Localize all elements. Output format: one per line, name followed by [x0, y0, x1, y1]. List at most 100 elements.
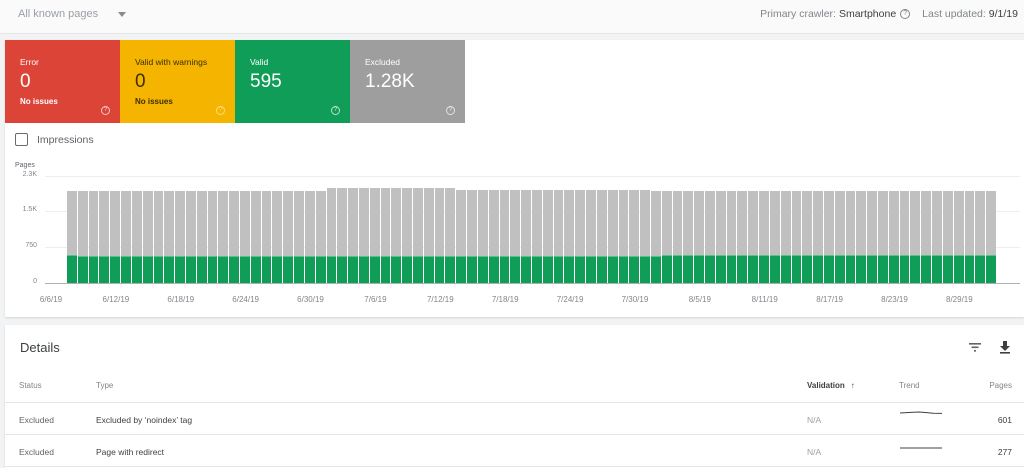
- help-icon[interactable]: ?: [331, 106, 340, 115]
- table-row[interactable]: Excluded Excluded by ‘noindex’ tag N/A 6…: [5, 403, 1024, 435]
- help-icon[interactable]: ?: [446, 106, 455, 115]
- chart-bar[interactable]: [813, 190, 823, 283]
- chart-bar[interactable]: [683, 190, 694, 283]
- chart-bar[interactable]: [586, 189, 596, 283]
- chart-bar[interactable]: [629, 189, 640, 283]
- chart-bar[interactable]: [737, 190, 748, 283]
- card-error[interactable]: Error 0 No issues ?: [5, 40, 120, 123]
- chart-bar[interactable]: [207, 190, 218, 283]
- chart-bar[interactable]: [337, 188, 348, 283]
- chart-bar[interactable]: [921, 190, 932, 283]
- chart-bar[interactable]: [823, 190, 834, 283]
- column-header-validation[interactable]: Validation ↑: [807, 381, 855, 390]
- card-valid[interactable]: Valid 595 ?: [235, 40, 350, 123]
- chart-bar[interactable]: [185, 190, 196, 283]
- chart-bar[interactable]: [456, 189, 467, 283]
- chart-bar[interactable]: [661, 190, 672, 283]
- chart-bar[interactable]: [856, 190, 867, 283]
- chart-bar[interactable]: [521, 189, 531, 283]
- chart-bar[interactable]: [402, 188, 413, 283]
- chart-bar[interactable]: [845, 190, 856, 283]
- chart-bar[interactable]: [369, 188, 380, 283]
- chart-bar[interactable]: [229, 190, 240, 283]
- chart-bar[interactable]: [164, 190, 175, 283]
- chart-bar[interactable]: [564, 189, 575, 283]
- chart-bar[interactable]: [348, 188, 358, 283]
- chart-bar[interactable]: [715, 190, 726, 283]
- chart-bar[interactable]: [110, 190, 121, 283]
- chart-bar[interactable]: [553, 189, 564, 283]
- chart-bar[interactable]: [618, 189, 629, 283]
- chart-bar[interactable]: [953, 190, 964, 283]
- chart-bar[interactable]: [726, 190, 737, 283]
- chart-bar[interactable]: [975, 190, 986, 283]
- chart-bar[interactable]: [942, 190, 953, 283]
- card-excluded[interactable]: Excluded 1.28K ?: [350, 40, 465, 123]
- chart-bar[interactable]: [932, 190, 942, 283]
- chart-bar[interactable]: [467, 189, 477, 283]
- chart-bar[interactable]: [272, 190, 283, 283]
- chart-bar[interactable]: [705, 190, 715, 283]
- chart-bar[interactable]: [294, 190, 304, 283]
- chart-bar[interactable]: [878, 190, 888, 283]
- column-header-type[interactable]: Type: [96, 381, 114, 390]
- chart-bar[interactable]: [99, 190, 110, 283]
- column-header-pages[interactable]: Pages: [989, 381, 1012, 390]
- chart-bar[interactable]: [488, 189, 499, 283]
- help-icon[interactable]: ?: [216, 106, 225, 115]
- help-icon[interactable]: ?: [900, 9, 911, 19]
- chart-bar[interactable]: [175, 190, 185, 283]
- chart-bar[interactable]: [694, 190, 705, 283]
- chart-bar[interactable]: [88, 190, 99, 283]
- chart-bar[interactable]: [759, 190, 769, 283]
- chart-bar[interactable]: [899, 190, 910, 283]
- column-header-status[interactable]: Status: [19, 381, 42, 390]
- chart-bar[interactable]: [121, 190, 131, 283]
- chart-bar[interactable]: [748, 190, 759, 283]
- chart-bar[interactable]: [986, 190, 996, 283]
- chart-bar[interactable]: [358, 188, 369, 283]
- chart-bar[interactable]: [131, 190, 142, 283]
- chart-bar[interactable]: [640, 189, 650, 283]
- chart-bar[interactable]: [315, 190, 326, 283]
- chart-bar[interactable]: [769, 190, 780, 283]
- chart-bar[interactable]: [304, 190, 315, 283]
- sort-ascending-icon[interactable]: ↑: [850, 381, 855, 390]
- chart-bar[interactable]: [607, 189, 618, 283]
- chart-bar[interactable]: [67, 190, 77, 283]
- chart-bar[interactable]: [542, 189, 553, 283]
- chart-bar[interactable]: [802, 190, 813, 283]
- chart-bar[interactable]: [77, 190, 88, 283]
- card-valid-with-warnings[interactable]: Valid with warnings 0 No issues ?: [120, 40, 235, 123]
- chart-bar[interactable]: [240, 190, 250, 283]
- chart-bar[interactable]: [834, 190, 845, 283]
- chart-bar[interactable]: [423, 188, 434, 283]
- chart-bar[interactable]: [499, 189, 510, 283]
- filter-icon[interactable]: [967, 339, 983, 355]
- chart-bar[interactable]: [380, 188, 391, 283]
- chart-bar[interactable]: [413, 188, 423, 283]
- page-filter-dropdown[interactable]: All known pages: [18, 8, 127, 20]
- chart-bar[interactable]: [672, 190, 683, 283]
- chart-bar[interactable]: [888, 190, 899, 283]
- help-icon[interactable]: ?: [101, 106, 110, 115]
- chart-bar[interactable]: [326, 188, 337, 283]
- chart-bar[interactable]: [196, 190, 207, 283]
- chart-bar[interactable]: [477, 189, 488, 283]
- chart-bar[interactable]: [445, 188, 456, 283]
- chart-bar[interactable]: [510, 189, 521, 283]
- chart-bar[interactable]: [575, 189, 586, 283]
- chart-bar[interactable]: [596, 189, 607, 283]
- chart-bar[interactable]: [780, 190, 791, 283]
- chart-bar[interactable]: [142, 190, 153, 283]
- chart-bar[interactable]: [218, 190, 229, 283]
- chart-bar[interactable]: [261, 190, 272, 283]
- chart-bar[interactable]: [434, 188, 445, 283]
- chart-bar[interactable]: [391, 188, 402, 283]
- chart-bar[interactable]: [910, 190, 921, 283]
- chart-bar[interactable]: [650, 190, 661, 283]
- chart-bar[interactable]: [153, 190, 164, 283]
- chart-bar[interactable]: [867, 190, 878, 283]
- checkbox-icon[interactable]: [15, 133, 28, 146]
- download-icon[interactable]: [997, 339, 1013, 355]
